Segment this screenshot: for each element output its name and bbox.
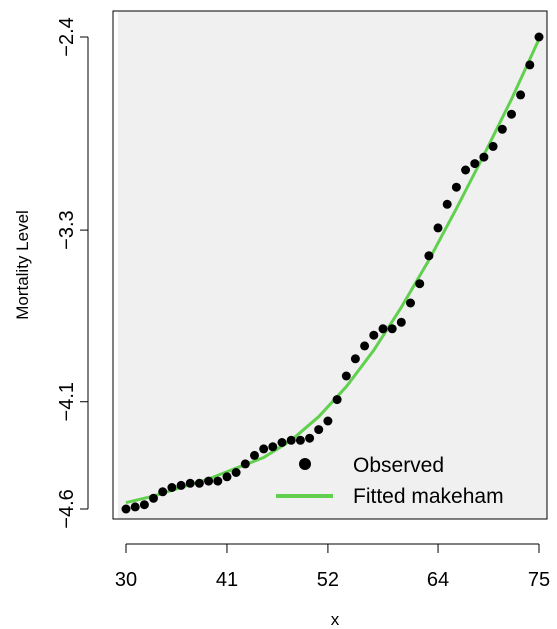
x-tick-label: 64	[427, 569, 449, 591]
legend-observed-label: Observed	[353, 454, 444, 477]
observed-point	[433, 223, 443, 233]
y-axis: Mortality Level −4.6 −4.1 −3.3 −2.4	[13, 17, 89, 529]
observed-point	[516, 90, 526, 100]
observed-point	[213, 476, 223, 486]
y-axis-title: Mortality Level	[13, 210, 32, 320]
observed-point	[130, 502, 140, 512]
observed-point	[461, 165, 471, 175]
y-tick-label: −3.3	[56, 210, 78, 249]
observed-point	[406, 298, 415, 308]
y-tick-label: −4.6	[56, 489, 78, 528]
x-tick-label: 52	[317, 569, 339, 591]
observed-point	[451, 182, 461, 192]
observed-point	[424, 251, 434, 261]
observed-point	[250, 450, 259, 460]
observed-point	[341, 371, 351, 381]
observed-point	[323, 416, 333, 426]
observed-point	[286, 435, 296, 445]
observed-point	[507, 109, 516, 119]
observed-point	[534, 32, 544, 42]
observed-point	[268, 442, 278, 452]
legend-fitted-label: Fitted makeham	[353, 485, 504, 508]
observed-point	[139, 500, 149, 510]
observed-point	[305, 433, 315, 443]
observed-point	[176, 480, 186, 490]
observed-point	[194, 478, 204, 488]
observed-point	[231, 468, 241, 477]
x-axis-title: x	[331, 610, 340, 629]
observed-point	[240, 459, 250, 469]
observed-point	[158, 487, 168, 497]
observed-point	[314, 425, 324, 435]
plot-background	[118, 11, 547, 519]
observed-point	[259, 444, 269, 454]
observed-point	[360, 341, 370, 351]
observed-point	[497, 124, 507, 134]
observed-point	[204, 476, 214, 486]
plot-frame	[112, 10, 548, 520]
legend: Observed Fitted makeham	[276, 454, 504, 508]
observed-point	[442, 199, 452, 209]
y-tick-label: −2.4	[56, 17, 78, 56]
observed-point	[277, 438, 287, 447]
observed-point	[378, 324, 388, 334]
observed-point	[350, 354, 360, 364]
fitted-makeham-line	[125, 38, 541, 505]
observed-point	[369, 330, 379, 340]
observed-point	[488, 141, 498, 151]
observed-point	[121, 504, 131, 514]
fitted-line-layer	[125, 38, 541, 505]
x-tick-label: 41	[216, 569, 238, 591]
observed-point	[167, 483, 177, 492]
y-tick-label: −4.1	[56, 382, 78, 421]
observed-point	[185, 478, 195, 488]
observed-point	[387, 324, 397, 334]
observed-points-layer	[121, 32, 544, 514]
legend-observed-marker	[299, 458, 311, 470]
observed-point	[396, 317, 406, 327]
observed-point	[525, 60, 535, 70]
observed-point	[470, 159, 480, 169]
x-axis: x 30 41 52 64 75	[115, 543, 550, 629]
observed-point	[332, 395, 342, 405]
x-tick-label: 30	[115, 569, 137, 591]
observed-point	[222, 472, 232, 482]
observed-point	[295, 435, 305, 445]
x-tick-label: 75	[528, 569, 550, 591]
observed-point	[479, 152, 489, 162]
observed-point	[149, 493, 158, 503]
observed-point	[415, 279, 425, 289]
